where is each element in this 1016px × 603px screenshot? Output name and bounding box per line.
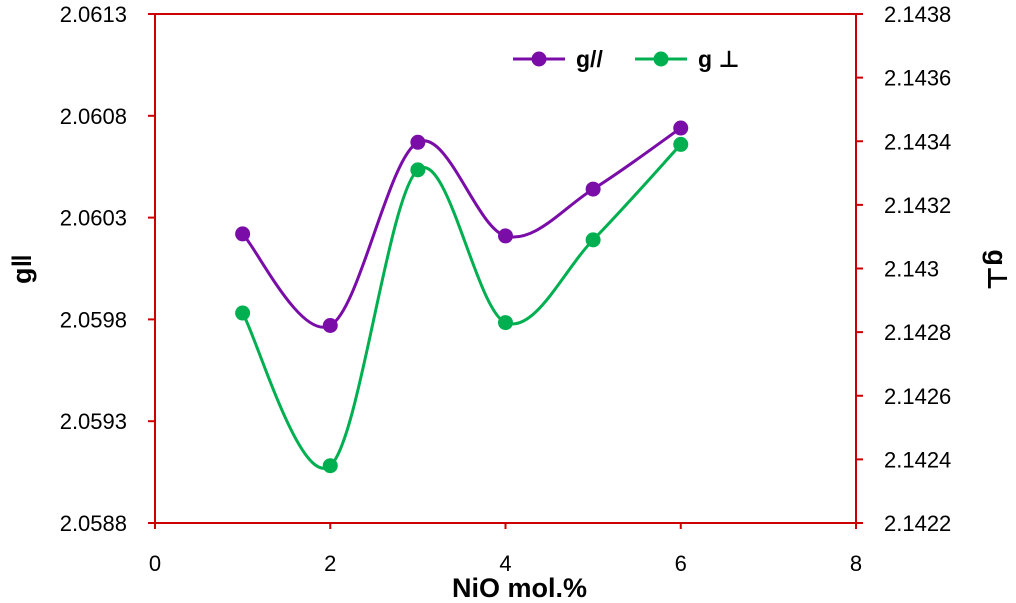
right-y-tick-label: 2.1426	[884, 384, 951, 409]
series-1-point	[410, 134, 426, 150]
right-y-tick-label: 2.1436	[884, 66, 951, 91]
left-y-axis: 2.0588 2.0593 2.0598 2.0603 2.0608 2.0613	[60, 2, 155, 536]
legend: g// g ⊥	[513, 46, 739, 72]
legend-item-2: g ⊥	[635, 46, 739, 72]
x-tick-label: 2	[324, 551, 336, 576]
x-tick-label: 4	[499, 551, 511, 576]
left-y-tick-label: 2.0613	[60, 2, 127, 27]
series-2-point	[410, 162, 426, 178]
right-y-tick-label: 2.1434	[884, 129, 951, 154]
x-axis: 0 2 4 6 8	[149, 523, 862, 576]
legend-marker-2	[653, 51, 669, 67]
series-2-point	[322, 458, 338, 474]
left-y-tick-label: 2.0598	[60, 307, 127, 332]
legend-label-2: g ⊥	[698, 46, 739, 72]
series-markers	[235, 120, 689, 474]
series-2-point	[673, 136, 689, 152]
right-y-tick-label: 2.1438	[884, 2, 951, 27]
right-y-tick-label: 2.143	[884, 257, 939, 282]
right-y-axis-title: g⊥	[982, 249, 1012, 290]
right-y-tick-label: 2.1424	[884, 447, 951, 472]
series-1-point	[498, 228, 513, 244]
series-2-point	[498, 315, 513, 331]
right-y-tick-label: 2.1428	[884, 320, 951, 345]
series-1-point	[673, 120, 689, 136]
series-1-point	[585, 181, 601, 197]
left-y-tick-label: 2.0593	[60, 409, 127, 434]
x-axis-title: NiO mol.%	[452, 573, 587, 603]
x-tick-label: 0	[149, 551, 161, 576]
legend-label-1: g//	[576, 46, 603, 72]
series-2-point	[235, 305, 251, 321]
left-y-tick-label: 2.0603	[60, 206, 127, 231]
left-y-tick-label: 2.0588	[60, 511, 127, 536]
x-tick-label: 8	[850, 551, 862, 576]
right-y-tick-label: 2.1422	[884, 511, 951, 536]
right-y-tick-label: 2.1432	[884, 193, 951, 218]
series-1-point	[235, 226, 251, 242]
x-tick-label: 6	[675, 551, 687, 576]
left-y-tick-label: 2.0608	[60, 104, 127, 129]
left-y-axis-title: g‖	[7, 254, 37, 284]
legend-marker-1	[531, 51, 547, 67]
series-2-point	[585, 232, 601, 248]
right-y-axis: 2.1422 2.1424 2.1426 2.1428 2.143 2.1432 2.143…	[856, 2, 951, 536]
series-1-point	[322, 318, 338, 334]
legend-item-1: g//	[513, 46, 603, 72]
